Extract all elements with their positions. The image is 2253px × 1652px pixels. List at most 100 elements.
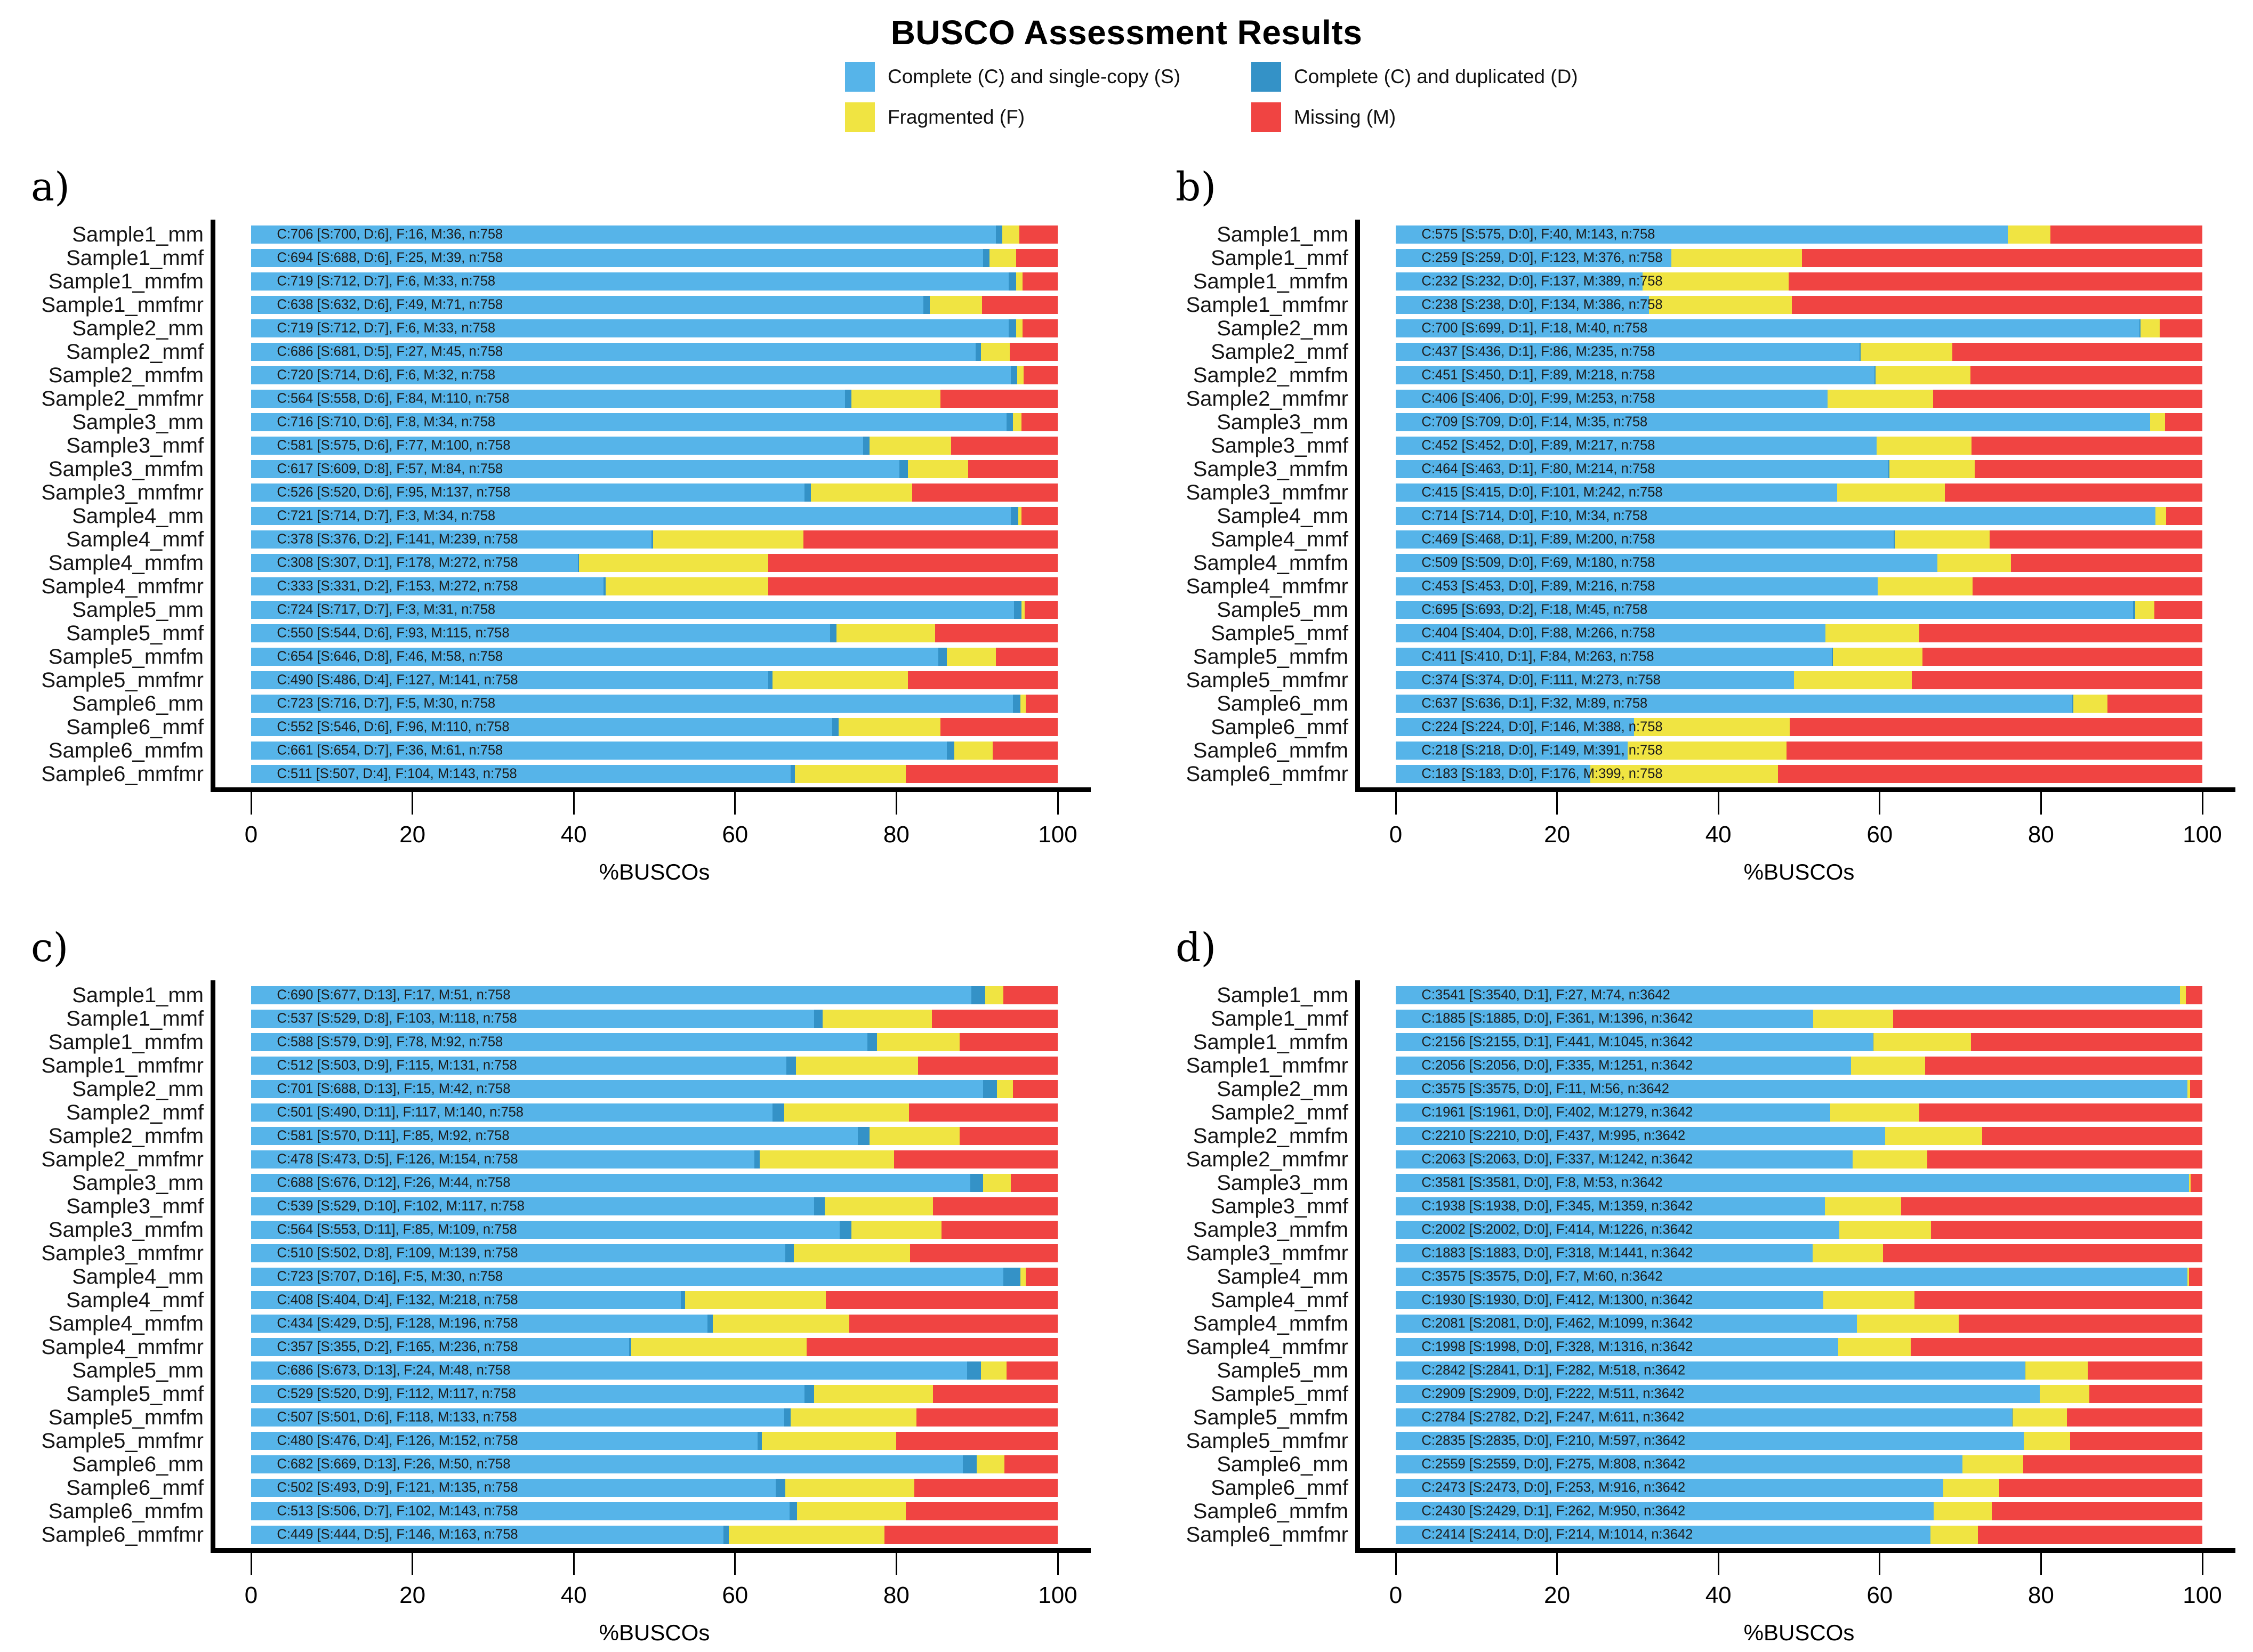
bar-segment-f (1937, 554, 2011, 572)
bar-segment-s (1396, 1408, 2012, 1427)
bar-segment-s (1396, 1010, 1814, 1028)
bar-segment-d (754, 1150, 760, 1169)
row-label: Sample5_mmf (1211, 1382, 1348, 1406)
bar-value-label: C:3541 [S:3540, D:1], F:27, M:74, n:3642 (1421, 987, 1670, 1003)
bar-value-label: C:509 [S:509, D:0], F:69, M:180, n:758 (1421, 555, 1655, 570)
bar-row: C:581 [S:570, D:11], F:85, M:92, n:758 (251, 1127, 1058, 1145)
bar-row: C:2842 [S:2841, D:1], F:282, M:518, n:36… (1396, 1361, 2202, 1380)
bar-segment-d (1874, 366, 1876, 384)
x-axis-title: %BUSCOs (599, 859, 710, 884)
bar-segment-d (1860, 343, 1861, 361)
bar-row: C:564 [S:553, D:11], F:85, M:109, n:758 (251, 1221, 1058, 1239)
bar-value-label: C:700 [S:699, D:1], F:18, M:40, n:758 (1421, 320, 1648, 336)
bar-segment-m (1003, 986, 1058, 1004)
bar-segment-f (983, 1174, 1011, 1192)
bar-segment-s (251, 695, 1013, 713)
row-label: Sample1_mmfmr (1186, 1054, 1348, 1077)
row-label: Sample3_mmfm (48, 457, 204, 481)
row-label: Sample6_mmfmr (1186, 1523, 1348, 1546)
bar-segment-s (1396, 1315, 1857, 1333)
bar-value-label: C:1883 [S:1883, D:0], F:318, M:1441, n:3… (1421, 1245, 1693, 1261)
x-axis-tick-label: 20 (399, 1582, 426, 1608)
bar-row: C:502 [S:493, D:9], F:121, M:135, n:758 (251, 1479, 1058, 1497)
bar-segment-d (1003, 1268, 1021, 1286)
bar-segment-f (1825, 1197, 1902, 1215)
bar-segment-m (2070, 1432, 2202, 1450)
bar-segment-s (1396, 1291, 1823, 1309)
bar-row: C:434 [S:429, D:5], F:128, M:196, n:758 (251, 1315, 1058, 1333)
bar-row: C:526 [S:520, D:6], F:95, M:137, n:758 (251, 483, 1058, 502)
bar-segment-f (795, 1057, 919, 1075)
bar-value-label: C:183 [S:183, D:0], F:176, M:399, n:758 (1421, 766, 1663, 781)
bar-segment-m (940, 390, 1058, 408)
bar-segment-f (1020, 1268, 1026, 1286)
bar-segment-f (977, 1455, 1005, 1473)
bar-segment-m (1021, 413, 1058, 431)
bar-row: C:719 [S:712, D:7], F:6, M:33, n:758 (251, 319, 1058, 337)
bar-row: C:501 [S:490, D:11], F:117, M:140, n:758 (251, 1103, 1058, 1122)
bar-segment-m (825, 1291, 1058, 1309)
bar-segment-f (1021, 601, 1025, 619)
row-label: Sample6_mmfm (48, 739, 204, 762)
bar-segment-m (1026, 695, 1058, 713)
bar-value-label: C:404 [S:404, D:0], F:88, M:266, n:758 (1421, 625, 1655, 641)
bar-segment-f (838, 718, 941, 736)
bar-value-label: C:3575 [S:3575, D:0], F:7, M:60, n:3642 (1421, 1269, 1663, 1284)
bar-segment-s (1396, 1502, 1934, 1520)
bar-segment-s (1396, 671, 1794, 689)
bar-value-label: C:688 [S:676, D:12], F:26, M:44, n:758 (277, 1175, 511, 1190)
bar-segment-f (729, 1526, 884, 1544)
row-label: Sample6_mm (72, 1453, 204, 1476)
bar-segment-m (1944, 483, 2202, 502)
row-label: Sample5_mmf (66, 622, 204, 645)
bar-segment-s (251, 437, 863, 455)
bar-segment-s (251, 366, 1011, 384)
bar-segment-m (2010, 554, 2202, 572)
x-axis-tick-label: 80 (2027, 1582, 2054, 1608)
x-axis-tick (2040, 1553, 2042, 1575)
bar-row: C:480 [S:476, D:4], F:126, M:152, n:758 (251, 1432, 1058, 1450)
bar-segment-f (2180, 986, 2186, 1004)
bar-segment-s (251, 530, 651, 549)
bar-segment-m (1989, 530, 2202, 549)
bar-value-label: C:2063 [S:2063, D:0], F:337, M:1242, n:3… (1421, 1151, 1693, 1167)
bar-value-label: C:575 [S:575, D:0], F:40, M:143, n:758 (1421, 227, 1655, 242)
x-axis-tick (1556, 1553, 1558, 1575)
bar-value-label: C:723 [S:716, D:7], F:5, M:30, n:758 (277, 696, 496, 711)
bar-segment-f (2188, 1174, 2191, 1192)
bar-row: C:706 [S:700, D:6], F:16, M:36, n:758 (251, 225, 1058, 244)
bar-segment-d (768, 671, 773, 689)
bar-segment-s (1396, 483, 1838, 502)
bar-row: C:2835 [S:2835, D:0], F:210, M:597, n:36… (1396, 1432, 2202, 1450)
bar-row: C:232 [S:232, D:0], F:137, M:389, n:758 (1396, 272, 2202, 291)
bar-segment-m (1013, 1080, 1058, 1098)
row-label: Sample6_mmf (1211, 715, 1348, 739)
bar-segment-m (2190, 1080, 2202, 1098)
bar-segment-s (251, 1455, 963, 1473)
bar-value-label: C:638 [S:632, D:6], F:49, M:71, n:758 (277, 297, 503, 312)
bar-segment-m (1019, 225, 1058, 244)
bar-segment-f (2155, 507, 2167, 525)
bar-segment-f (2135, 601, 2155, 619)
row-label: Sample2_mmfmr (41, 387, 204, 410)
bar-segment-f (1895, 530, 1990, 549)
row-label: Sample2_mmfmr (1186, 1148, 1348, 1171)
bar-value-label: C:529 [S:520, D:9], F:112, M:117, n:758 (277, 1386, 516, 1401)
bar-segment-s (251, 648, 939, 666)
bar-value-label: C:654 [S:646, D:8], F:46, M:58, n:758 (277, 649, 503, 664)
row-label: Sample4_mm (72, 504, 204, 528)
bar-segment-m (951, 437, 1058, 455)
row-label: Sample4_mm (1217, 1265, 1348, 1288)
bar-segment-f (985, 986, 1004, 1004)
row-label: Sample3_mm (1217, 1171, 1348, 1195)
x-axis-tick (1879, 1553, 1881, 1575)
x-axis-tick-label: 0 (244, 821, 258, 848)
bar-value-label: C:617 [S:609, D:8], F:57, M:84, n:758 (277, 461, 503, 477)
bar-segment-m (907, 671, 1058, 689)
bar-segment-d (963, 1455, 977, 1473)
bar-segment-s (251, 1127, 858, 1145)
bar-value-label: C:490 [S:486, D:4], F:127, M:141, n:758 (277, 672, 518, 688)
row-label: Sample3_mmfm (48, 1218, 204, 1242)
bar-value-label: C:453 [S:453, D:0], F:89, M:216, n:758 (1421, 578, 1655, 594)
bar-segment-d (629, 1338, 631, 1356)
